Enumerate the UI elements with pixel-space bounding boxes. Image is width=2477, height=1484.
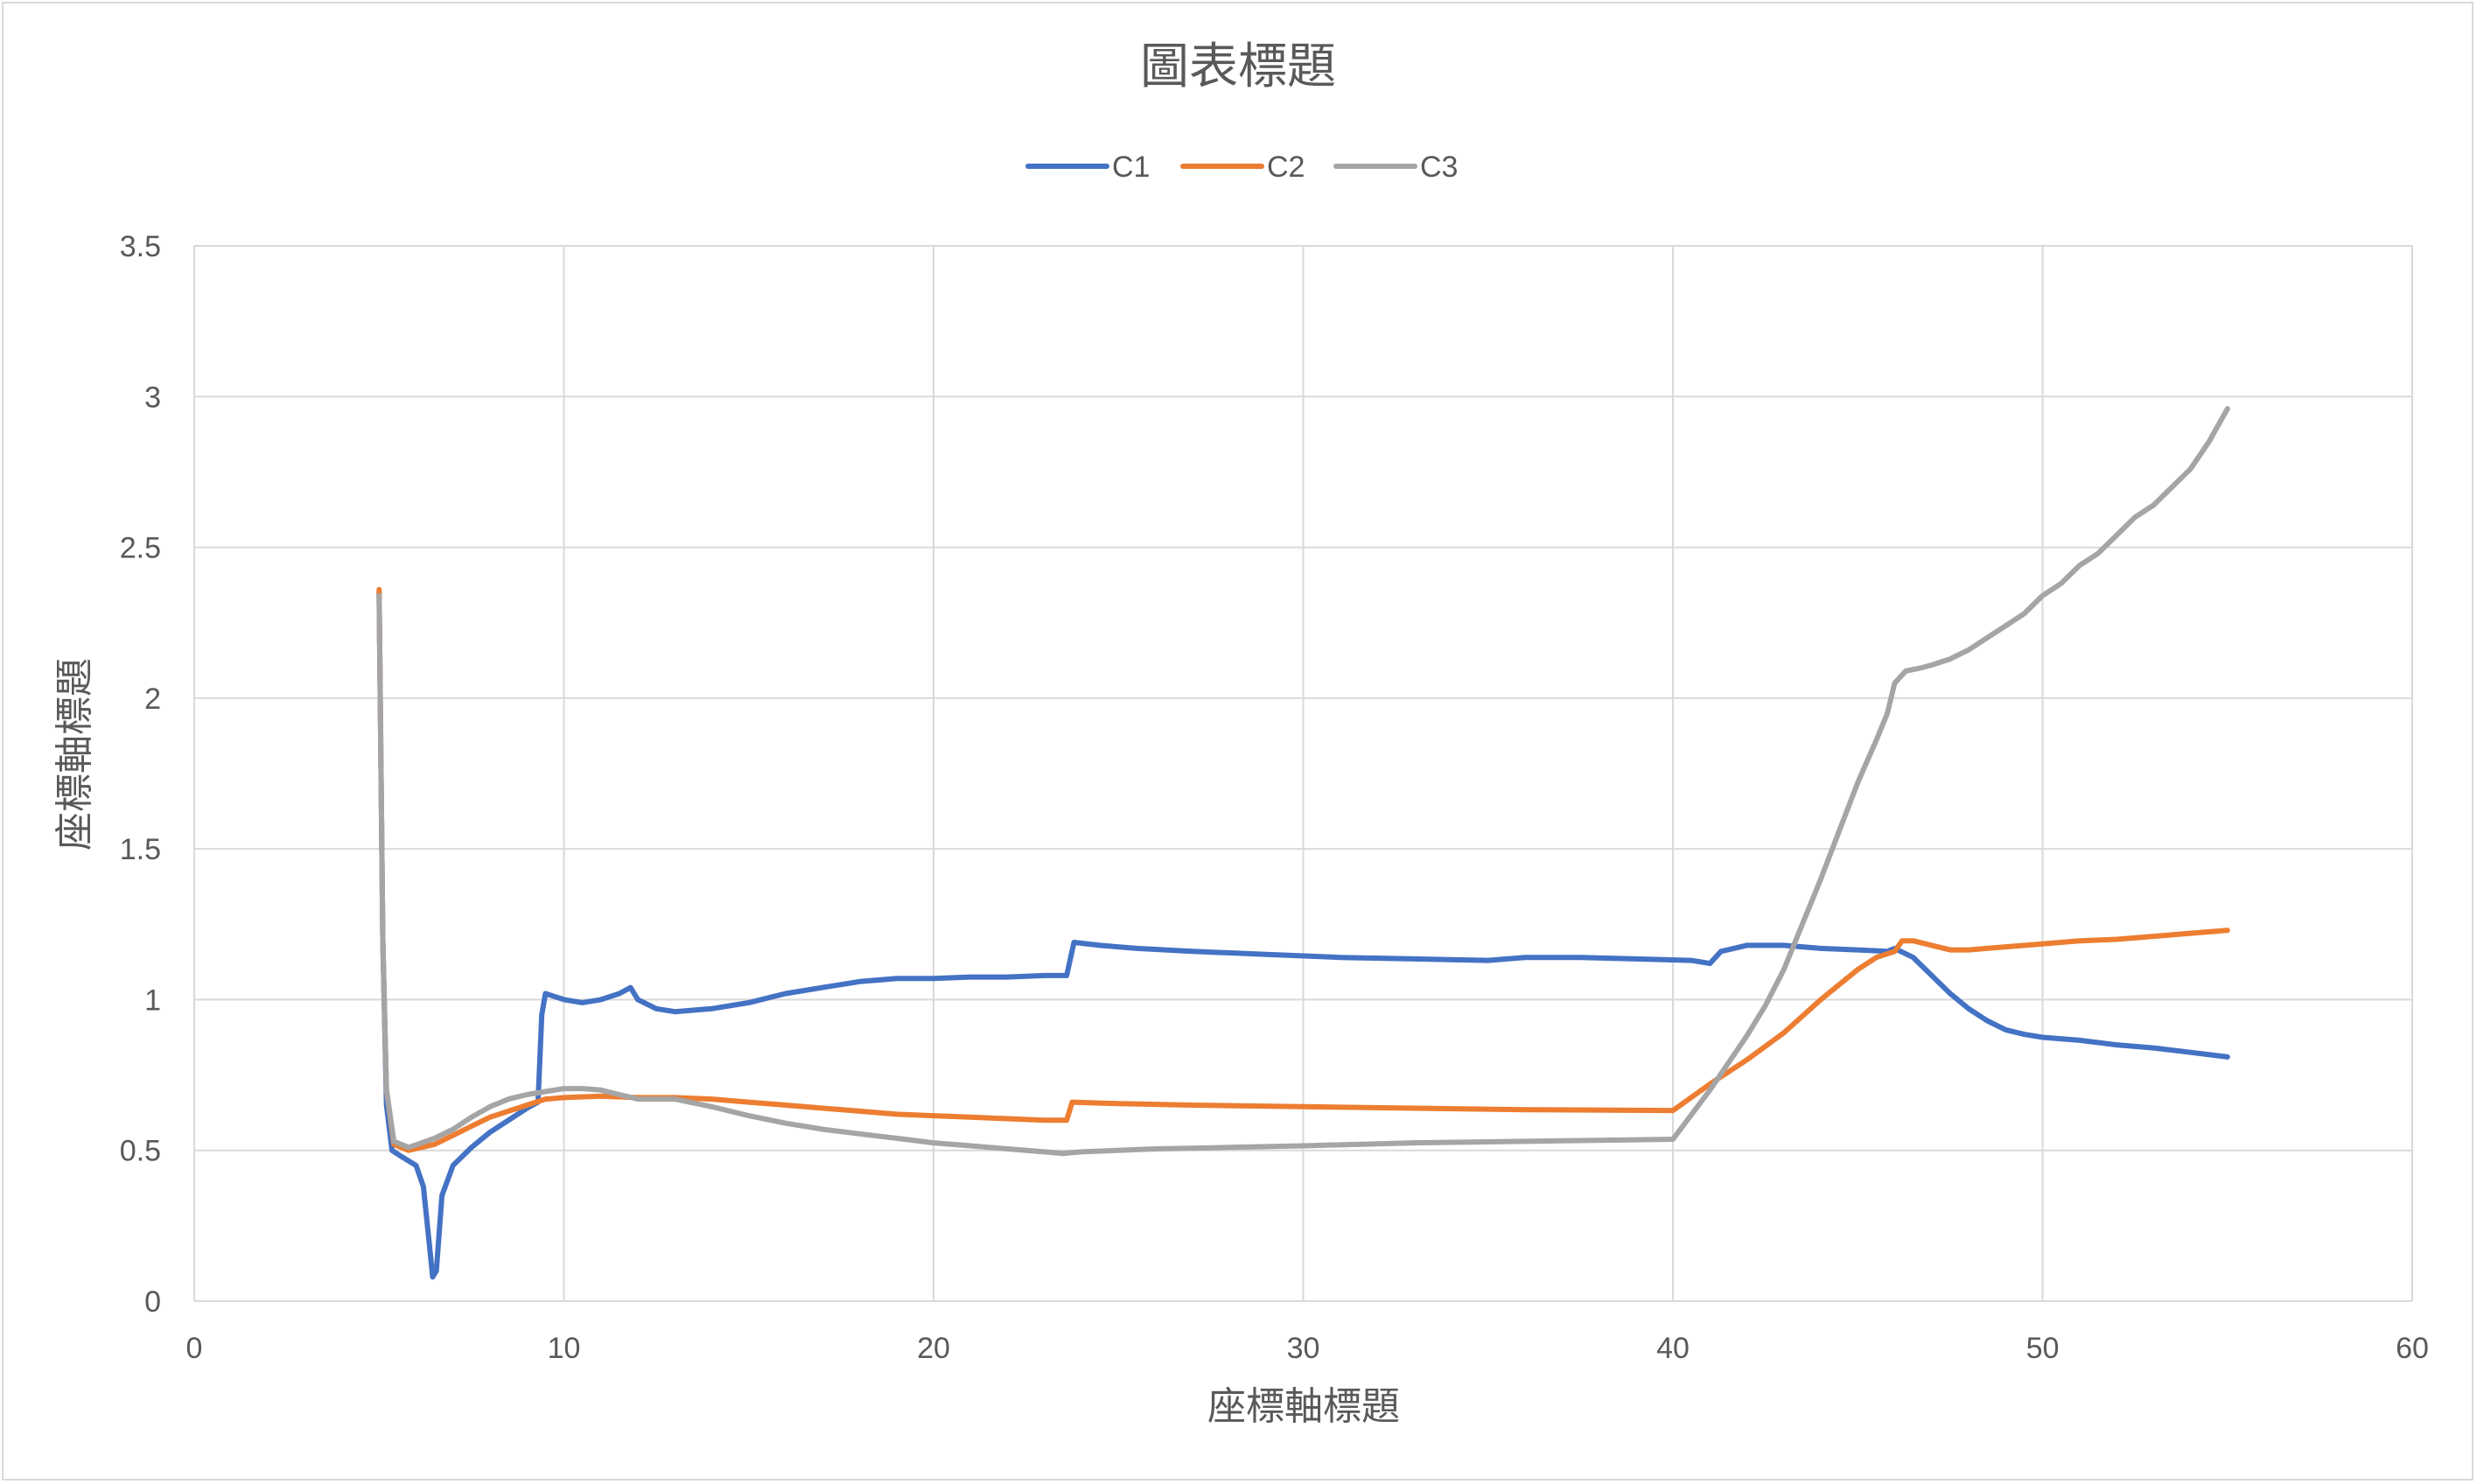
y-tick-label: 1.5 — [120, 833, 161, 866]
x-tick-label: 60 — [2396, 1332, 2429, 1365]
y-tick-label: 2.5 — [120, 532, 161, 565]
x-tick-label: 50 — [2026, 1332, 2060, 1365]
x-tick-label: 40 — [1656, 1332, 1690, 1365]
legend: C1 C2 C3 — [1025, 150, 1458, 184]
legend-label: C3 — [1420, 150, 1458, 184]
y-tick-label: 3.5 — [120, 230, 161, 263]
legend-item-c2: C2 — [1180, 150, 1305, 184]
y-tick-label: 1 — [144, 984, 161, 1017]
y-tick-label: 3 — [144, 381, 161, 414]
x-tick-label: 30 — [1287, 1332, 1320, 1365]
x-tick-label: 20 — [917, 1332, 950, 1365]
legend-label: C2 — [1267, 150, 1305, 184]
y-axis-title: 座標軸標題 — [52, 658, 97, 850]
series-line-c2 — [376, 586, 2230, 1153]
y-tick-label: 0.5 — [120, 1135, 161, 1168]
x-axis-title: 座標軸標題 — [1207, 1384, 1400, 1429]
gridlines — [193, 245, 2413, 1302]
series-line-c1 — [376, 590, 2230, 1280]
y-axis-ticks: 0 0.5 1 1.5 2 2.5 3 3.5 — [120, 230, 161, 1319]
y-tick-label: 2 — [144, 682, 161, 716]
series-layer — [376, 406, 2230, 1280]
series-line-c3 — [376, 406, 2230, 1157]
chart-title: 圖表標題 — [1140, 38, 1336, 95]
legend-item-c3: C3 — [1333, 150, 1458, 184]
y-tick-label: 0 — [144, 1285, 161, 1319]
x-tick-label: 10 — [548, 1332, 581, 1365]
legend-label: C1 — [1112, 150, 1150, 184]
x-axis-ticks: 0 10 20 30 40 50 60 — [186, 1332, 2429, 1365]
legend-item-c1: C1 — [1025, 150, 1150, 184]
x-tick-label: 0 — [186, 1332, 203, 1365]
